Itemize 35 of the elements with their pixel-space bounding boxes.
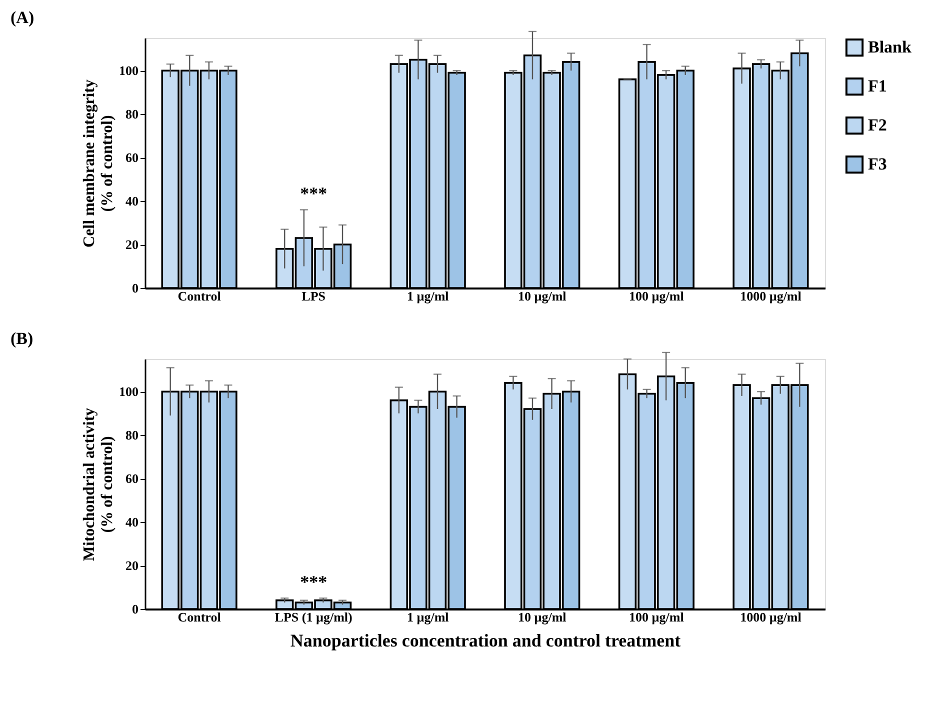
y-tick-label: 60 <box>126 471 138 486</box>
x-tick-label: 1000 µg/ml <box>740 610 802 624</box>
x-tick-label: Control <box>178 288 222 304</box>
x-tick-label: Control <box>178 610 222 624</box>
legend-label: F1 <box>868 76 887 96</box>
chart-title: (B) <box>10 328 34 348</box>
x-tick-label: LPS <box>302 288 326 304</box>
x-tick-label: 1 µg/ml <box>406 288 450 304</box>
y-tick-label: 40 <box>126 514 138 530</box>
y-tick-label: 20 <box>126 237 138 252</box>
x-axis-title: Nanoparticles concentration and control treatment <box>290 630 681 650</box>
y-tick-label: 20 <box>126 558 138 574</box>
x-tick-label: 1 µg/ml <box>406 610 450 624</box>
x-tick-label: LPS (1 µg/ml) <box>274 610 352 624</box>
y-tick-label: 0 <box>132 602 138 616</box>
legend-label: F2 <box>868 116 887 134</box>
y-tick-label: 60 <box>126 150 138 166</box>
x-tick-label: 100 µg/ml <box>629 610 684 624</box>
annotation: *** <box>300 572 328 592</box>
legend-label: Blank <box>868 38 912 56</box>
x-tick-label: 1000 µg/ml <box>740 288 802 304</box>
y-tick-label: 100 <box>119 63 138 78</box>
y-tick-label: 80 <box>126 106 138 122</box>
y-tick-label: 100 <box>119 384 138 400</box>
x-tick-label: 10 µg/ml <box>518 288 567 304</box>
chart-title: (A) <box>10 8 34 27</box>
y-axis-title: Cell membrane integrity (% of control) <box>81 80 116 248</box>
x-tick-label: 10 µg/ml <box>518 610 567 624</box>
y-tick-label: 80 <box>126 428 138 443</box>
legend-label: F3 <box>868 154 887 174</box>
x-tick-label: 100 µg/ml <box>629 288 684 304</box>
y-axis-title: Mitochondrial activity (% of control) <box>81 408 116 562</box>
y-tick-label: 40 <box>126 194 138 209</box>
y-tick-label: 0 <box>132 280 138 296</box>
annotation: *** <box>300 184 328 204</box>
